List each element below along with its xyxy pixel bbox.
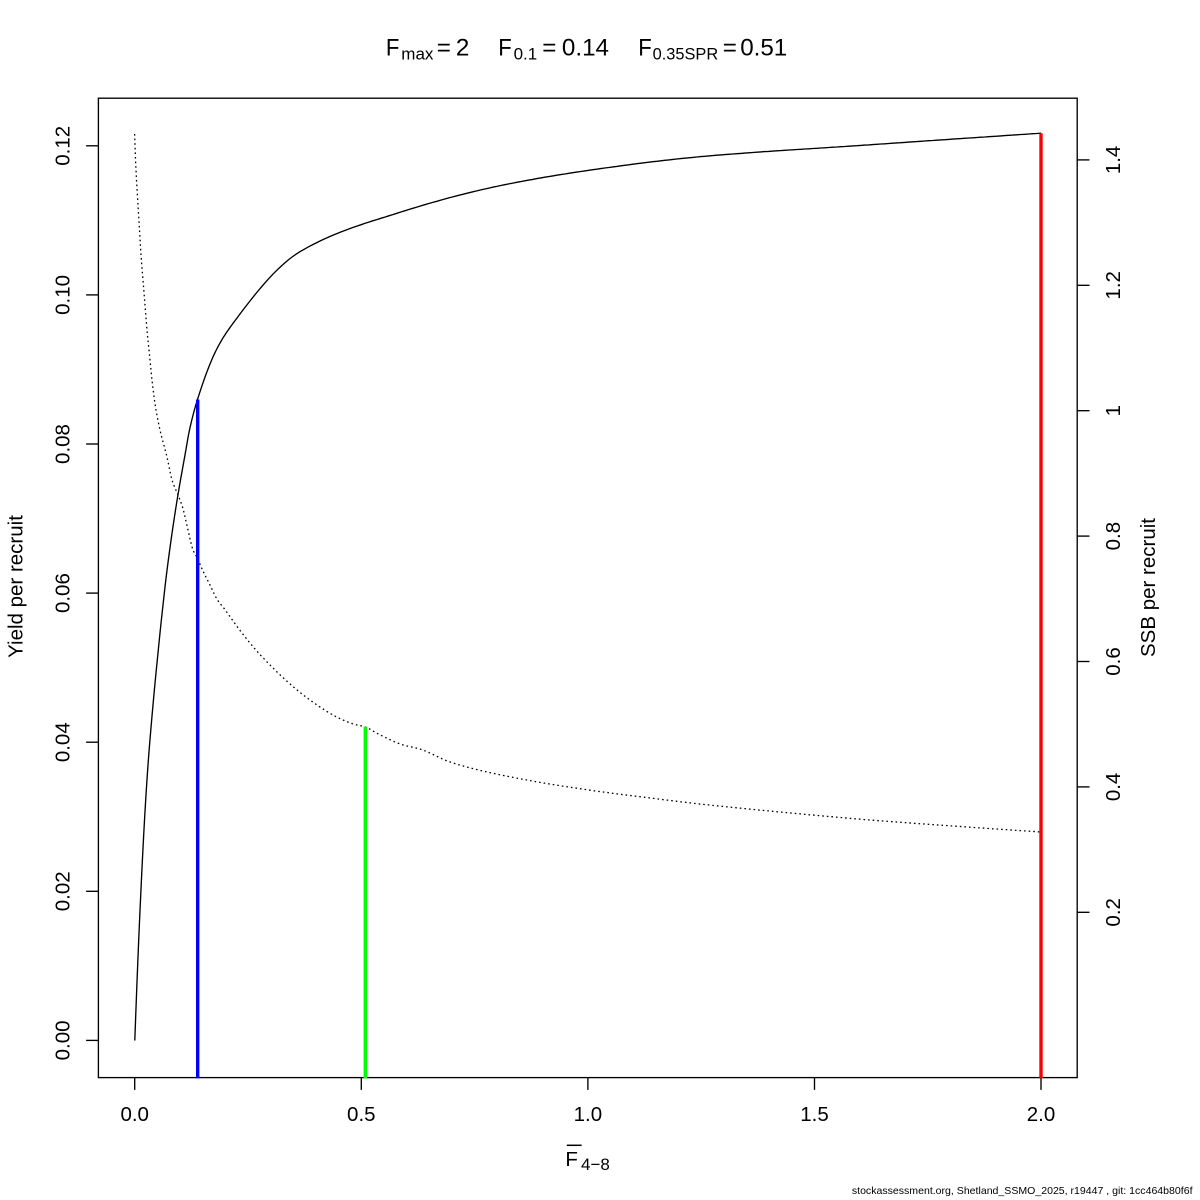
svg-text:max: max [401,45,434,64]
svg-text:SSB per recruit: SSB per recruit [1137,518,1160,657]
svg-text:1.4: 1.4 [1102,146,1125,175]
svg-text:1.0: 1.0 [574,1103,603,1126]
svg-text:2: 2 [456,35,469,62]
svg-text:F: F [498,35,512,62]
svg-text:0.0: 0.0 [120,1103,149,1126]
svg-text:2.0: 2.0 [1027,1103,1056,1126]
svg-text:F: F [638,35,652,62]
svg-text:0.5: 0.5 [347,1103,376,1126]
svg-text:0.08: 0.08 [52,424,75,464]
svg-text:0.00: 0.00 [52,1020,75,1060]
svg-text:0.14: 0.14 [562,35,609,62]
svg-text:0.2: 0.2 [1102,898,1125,927]
svg-text:F: F [565,1148,578,1171]
svg-text:0.35SPR: 0.35SPR [653,45,719,64]
svg-text:1: 1 [1102,405,1125,416]
svg-text:0.12: 0.12 [52,126,75,166]
svg-text:=: = [437,35,451,62]
svg-text:=: = [723,35,737,62]
svg-text:0.4: 0.4 [1102,773,1125,802]
svg-text:stockassessment.org, Shetland_: stockassessment.org, Shetland_SSMO_2025,… [852,1185,1193,1197]
svg-text:4−8: 4−8 [581,1155,610,1174]
svg-text:0.1: 0.1 [514,45,538,64]
svg-text:0.06: 0.06 [52,573,75,613]
svg-text:0.51: 0.51 [740,35,787,62]
svg-text:1.5: 1.5 [800,1103,829,1126]
svg-text:0.10: 0.10 [52,275,75,315]
svg-text:0.8: 0.8 [1102,522,1125,551]
svg-text:0.04: 0.04 [52,722,75,762]
svg-text:=: = [542,35,556,62]
svg-text:Yield per recruit: Yield per recruit [4,515,27,658]
svg-text:F: F [386,35,400,62]
svg-text:0.6: 0.6 [1102,647,1125,676]
svg-text:1.2: 1.2 [1102,271,1125,300]
svg-text:0.02: 0.02 [52,871,75,911]
